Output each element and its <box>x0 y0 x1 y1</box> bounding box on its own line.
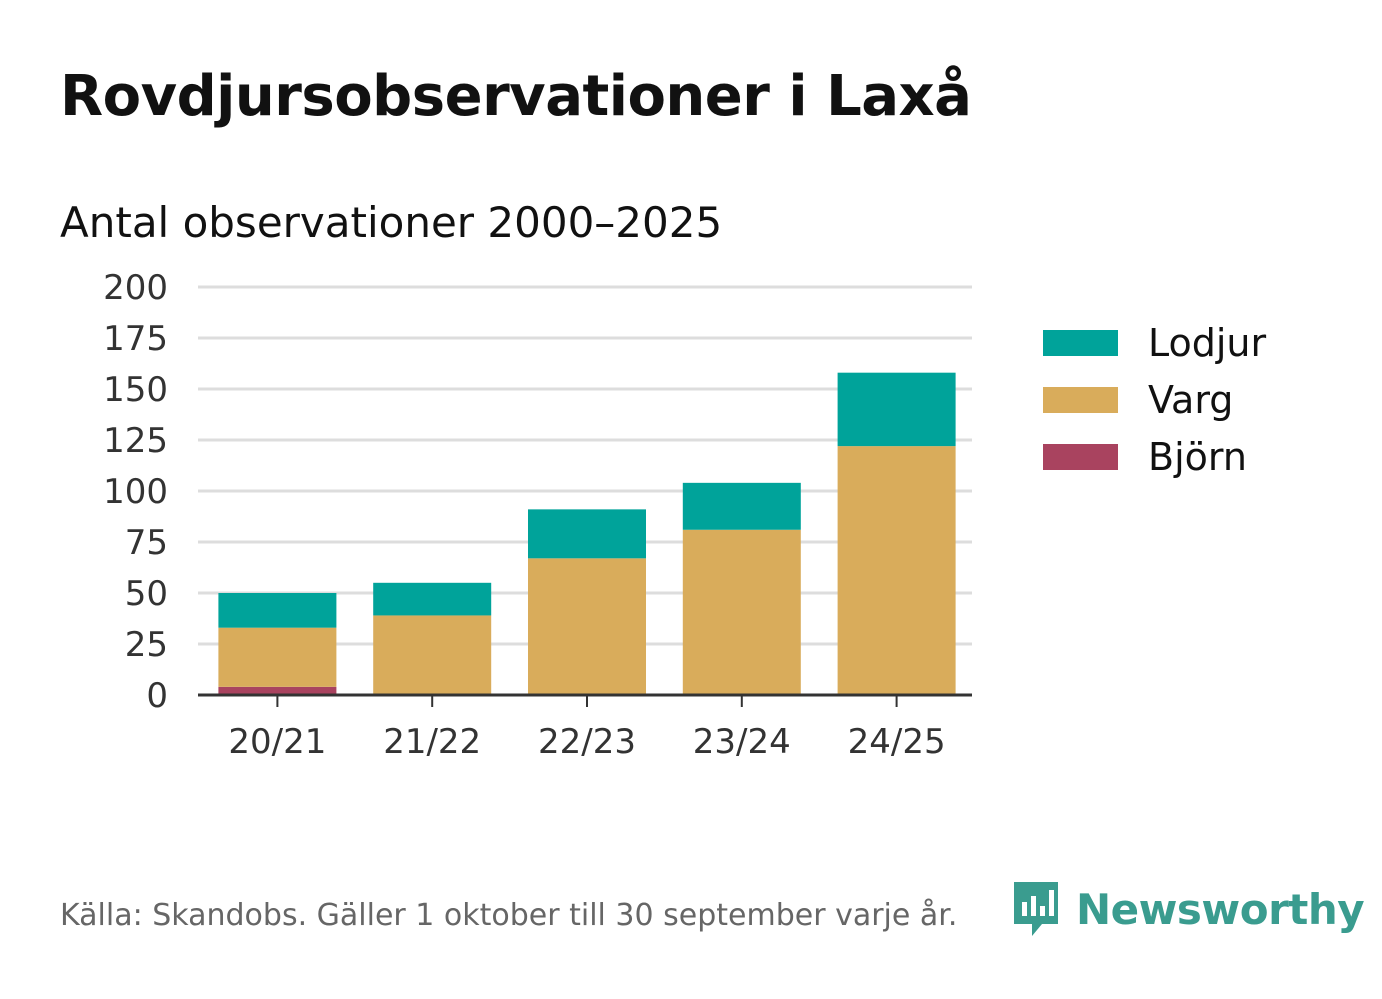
y-tick-label: 200 <box>103 268 168 308</box>
bar-varg-20-21[interactable] <box>218 627 337 687</box>
bars <box>218 372 956 695</box>
bar-lodjur-23-24[interactable] <box>682 482 801 530</box>
x-tick-label: 21/22 <box>383 722 481 762</box>
y-tick-label: 0 <box>146 676 168 716</box>
legend-label-lodjur[interactable]: Lodjur <box>1148 321 1267 365</box>
legend: Lodjur Varg Björn <box>1043 321 1267 479</box>
y-tick-label: 125 <box>103 421 168 461</box>
legend-label-varg[interactable]: Varg <box>1148 378 1233 422</box>
y-tick-label: 150 <box>103 370 168 410</box>
y-tick-label: 100 <box>103 472 168 512</box>
legend-swatch-varg <box>1043 387 1118 413</box>
source-note: Källa: Skandobs. Gäller 1 oktober till 3… <box>60 898 958 933</box>
bar-lodjur-21-22[interactable] <box>373 582 492 616</box>
newsworthy-logo-icon <box>1014 882 1058 936</box>
y-tick-label: 75 <box>125 523 168 563</box>
x-tick-label: 24/25 <box>848 722 946 762</box>
bar-varg-23-24[interactable] <box>682 529 801 695</box>
bar-bjorn-20-21[interactable] <box>218 686 337 695</box>
y-tick-label: 25 <box>125 625 168 665</box>
legend-label-bjorn[interactable]: Björn <box>1148 435 1247 479</box>
legend-swatch-lodjur <box>1043 330 1118 356</box>
bar-lodjur-22-23[interactable] <box>528 509 646 559</box>
bar-varg-22-23[interactable] <box>528 558 646 695</box>
x-tick-label: 23/24 <box>693 722 791 762</box>
axes: 0 25 50 75 100 125 150 175 200 20/21 21/22 22/23 23/… <box>103 268 972 762</box>
y-tick-label: 50 <box>125 574 168 614</box>
newsworthy-logo-text: Newsworthy <box>1076 884 1365 934</box>
bar-lodjur-24-25[interactable] <box>837 372 956 447</box>
bar-varg-21-22[interactable] <box>373 615 492 695</box>
x-tick-label: 22/23 <box>538 722 636 762</box>
y-tick-label: 175 <box>103 319 168 359</box>
legend-swatch-bjorn <box>1043 444 1118 470</box>
bar-lodjur-20-21[interactable] <box>218 593 337 628</box>
x-tick-label: 20/21 <box>228 722 326 762</box>
newsworthy-logo[interactable]: Newsworthy <box>1010 878 1365 940</box>
chart-subtitle: Antal observationer 2000–2025 <box>60 198 723 247</box>
chart-title: Rovdjursobservationer i Laxå <box>60 64 972 129</box>
bar-varg-24-25[interactable] <box>837 446 956 695</box>
